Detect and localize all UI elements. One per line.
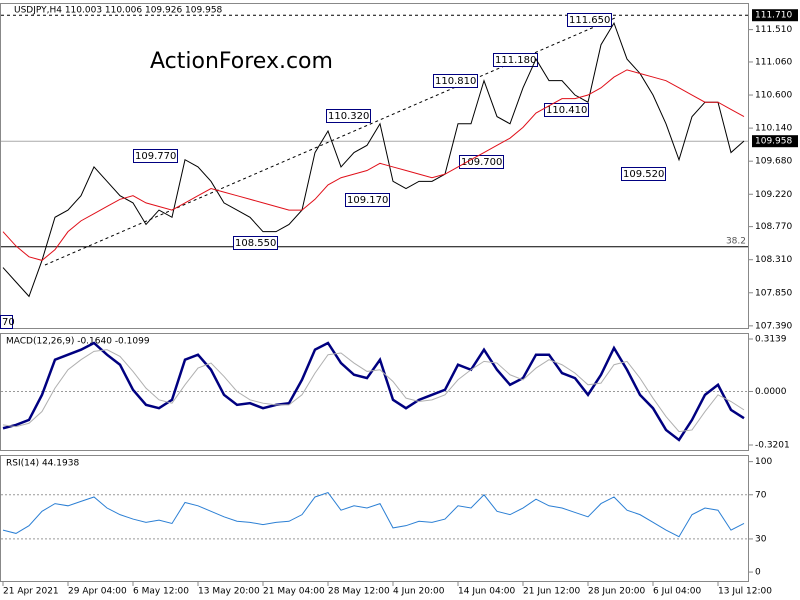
x-tick-label: 6 May 12:00 bbox=[133, 587, 189, 597]
series-line bbox=[2, 341, 745, 442]
annotation: 108.550 bbox=[235, 238, 276, 249]
annotation: 110.810 bbox=[435, 76, 476, 87]
y-tick-label: 109.680 bbox=[755, 157, 792, 167]
annotation: 109.520 bbox=[623, 169, 664, 180]
annotation: 110.320 bbox=[328, 111, 369, 122]
annotation: 111.650 bbox=[569, 15, 610, 26]
y-tick-label: 0.3139 bbox=[755, 335, 787, 345]
series-line bbox=[2, 69, 745, 261]
level-label: 111.710 bbox=[755, 11, 792, 21]
annotation-box bbox=[326, 109, 371, 123]
rsi-title: RSI(14) 44.1938 bbox=[6, 459, 79, 469]
annotation-box bbox=[493, 53, 538, 67]
x-tick-label: 28 Jun 20:00 bbox=[588, 587, 645, 597]
y-tick-label: 70 bbox=[755, 490, 767, 500]
annotation-box bbox=[233, 236, 278, 250]
y-tick-label: 0.0000 bbox=[755, 387, 787, 397]
x-tick-label: 21 May 04:00 bbox=[263, 587, 325, 597]
x-tick-label: 21 Jun 12:00 bbox=[523, 587, 580, 597]
y-tick-label: 109.220 bbox=[755, 190, 792, 200]
annotation-box bbox=[544, 103, 589, 117]
x-tick-label: 28 May 12:00 bbox=[328, 587, 390, 597]
y-tick-label: 107.850 bbox=[755, 288, 792, 298]
last-price-box bbox=[752, 135, 798, 148]
y-tick-label: 30 bbox=[755, 534, 767, 544]
annotation-box bbox=[133, 149, 178, 163]
chart-title: USDJPY,H4 110.003 110.006 109.926 109.95… bbox=[14, 6, 223, 16]
annotation: 111.180 bbox=[495, 55, 536, 66]
macd-panel bbox=[0, 333, 749, 451]
fib-label: 38.2 bbox=[726, 236, 746, 246]
x-tick-label: 29 Apr 04:00 bbox=[68, 587, 127, 597]
y-tick-label: 111.510 bbox=[755, 25, 792, 35]
series-line bbox=[2, 349, 745, 433]
x-tick-label: 14 Jun 04:00 bbox=[458, 587, 515, 597]
x-tick-label: 6 Jul 04:00 bbox=[653, 587, 702, 597]
y-tick-label: -0.3201 bbox=[755, 441, 790, 451]
x-tick-label: 13 Jul 12:00 bbox=[718, 587, 772, 597]
series-line bbox=[2, 21, 745, 298]
level-box bbox=[752, 9, 798, 22]
annotation: 70 bbox=[2, 317, 15, 328]
price-panel bbox=[0, 3, 749, 329]
macd-title: MACD(12,26,9) -0.1640 -0.1099 bbox=[6, 337, 150, 347]
x-tick-label: 21 Apr 2021 bbox=[3, 587, 59, 597]
watermark: ActionForex.com bbox=[150, 49, 333, 74]
annotation: 109.700 bbox=[461, 157, 502, 168]
y-tick-label: 0 bbox=[755, 568, 761, 578]
x-tick-label: 13 May 20:00 bbox=[198, 587, 260, 597]
x-tick-label: 4 Jun 20:00 bbox=[393, 587, 445, 597]
y-tick-label: 111.060 bbox=[755, 57, 792, 67]
annotation-box bbox=[345, 193, 390, 207]
y-tick-label: 108.310 bbox=[755, 255, 792, 265]
annotation-box bbox=[0, 315, 13, 329]
annotation: 110.410 bbox=[546, 105, 587, 116]
rsi-panel bbox=[0, 455, 749, 582]
annotation-box bbox=[621, 167, 666, 181]
annotation-box bbox=[433, 74, 478, 88]
annotation: 109.170 bbox=[347, 195, 388, 206]
annotation: 109.770 bbox=[135, 151, 176, 162]
y-tick-label: 100 bbox=[755, 457, 772, 467]
y-tick-label: 110.600 bbox=[755, 91, 792, 101]
y-tick-label: 108.770 bbox=[755, 222, 792, 232]
last-price-label: 109.958 bbox=[755, 137, 792, 147]
annotation-box bbox=[459, 155, 504, 169]
y-tick-label: 107.390 bbox=[755, 321, 792, 331]
series-line bbox=[2, 491, 745, 538]
y-tick-label: 110.140 bbox=[755, 124, 792, 134]
annotation-box bbox=[567, 13, 612, 27]
